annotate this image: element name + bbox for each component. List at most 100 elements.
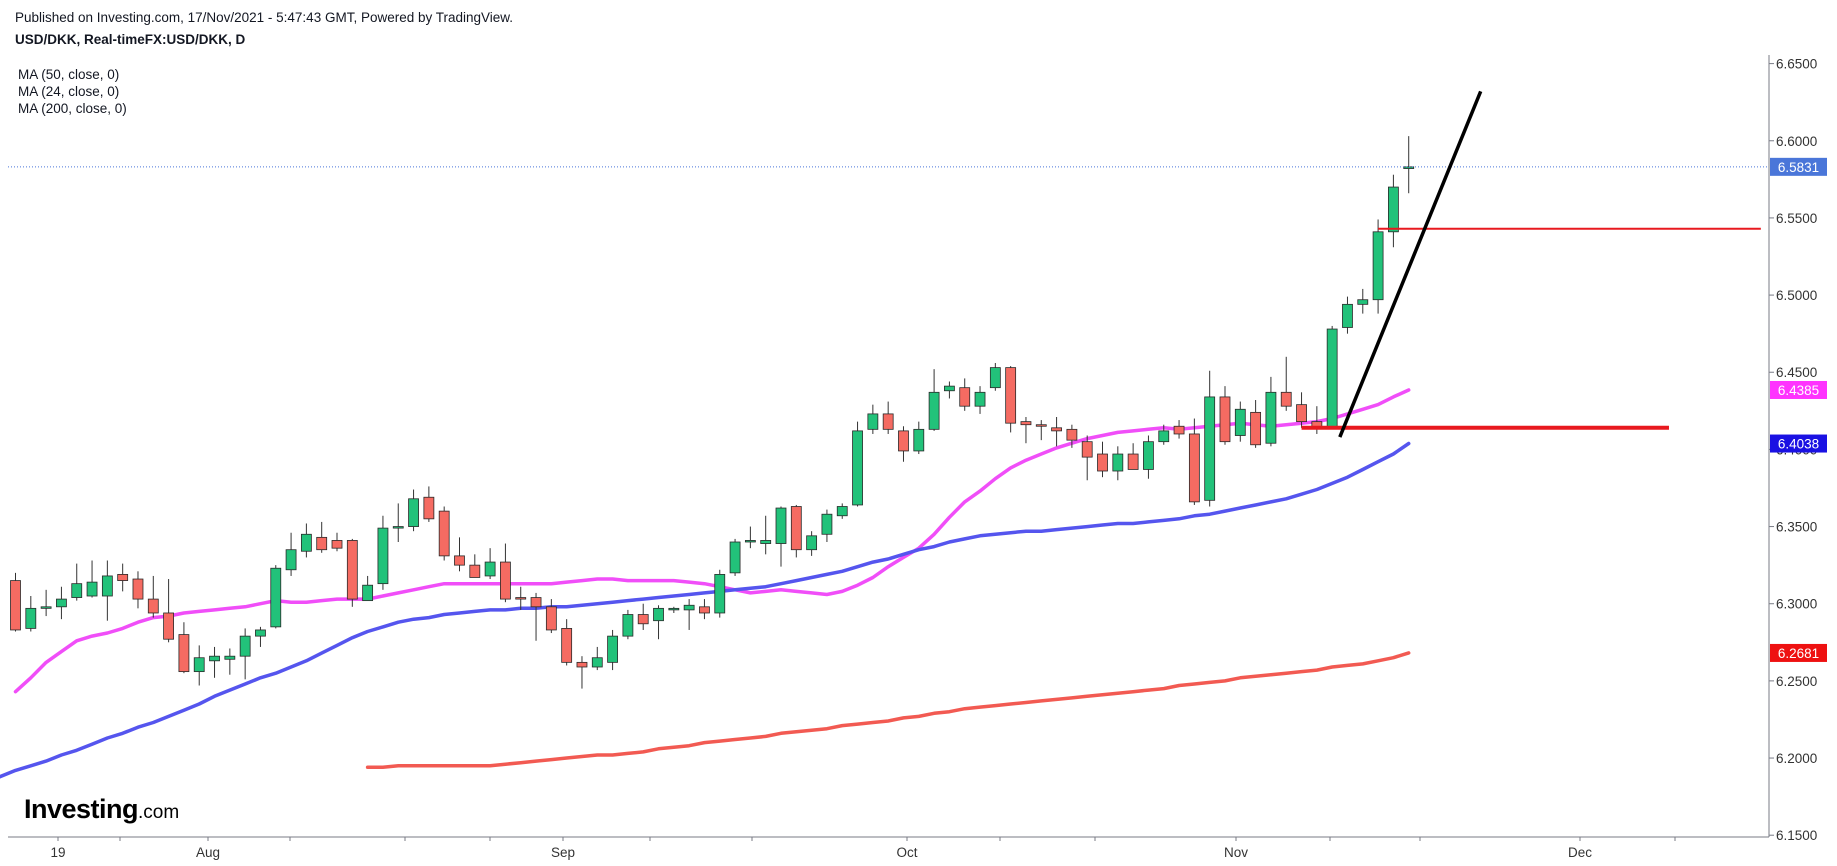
candle <box>193 645 205 686</box>
candle <box>1388 174 1399 248</box>
candle <box>668 606 680 613</box>
candle <box>255 626 266 647</box>
y-tick-label: 6.2000 <box>1776 751 1817 766</box>
candle-body <box>255 629 266 637</box>
candle-body <box>637 614 649 625</box>
candle-body <box>285 549 297 571</box>
x-tick-label: Nov <box>1224 845 1248 860</box>
candle-body <box>132 578 144 600</box>
candle <box>10 572 21 632</box>
candle-body <box>775 507 787 544</box>
legend-ma24[interactable]: MA (24, close, 0) <box>18 84 120 99</box>
trend-line <box>1338 90 1483 438</box>
candle-body <box>1097 453 1108 472</box>
candle <box>454 537 465 572</box>
candle-body <box>25 607 37 629</box>
candle <box>71 563 83 601</box>
candle <box>1005 366 1017 433</box>
candle-body <box>500 561 511 600</box>
candle-body <box>1005 367 1017 424</box>
candle <box>744 526 756 549</box>
candle <box>591 646 603 671</box>
investing-logo: Investing.com <box>24 794 179 825</box>
candle <box>561 619 573 666</box>
candle-body <box>1035 424 1047 427</box>
candle-body <box>423 496 435 520</box>
candle <box>1326 325 1338 430</box>
candle <box>300 523 312 558</box>
candle-body <box>1051 427 1062 432</box>
published-info: Published on Investing.com, 17/Nov/2021 … <box>15 10 514 25</box>
legend-ma50[interactable]: MA (50, close, 0) <box>18 67 120 82</box>
candle-body <box>331 540 343 549</box>
candle-body <box>974 391 986 407</box>
candle <box>178 622 190 674</box>
candle <box>1035 420 1047 441</box>
candle <box>913 421 925 455</box>
candle-body <box>806 535 818 551</box>
candle <box>1066 424 1078 448</box>
candle <box>729 538 741 576</box>
price-tag-box <box>1770 380 1827 399</box>
candle-body <box>959 387 971 407</box>
x-tick-label: Sep <box>551 845 575 860</box>
candle <box>1173 420 1185 439</box>
price-tag-label: 6.4385 <box>1778 383 1819 398</box>
price-tag-box <box>1770 434 1827 453</box>
candle <box>40 589 52 617</box>
candle-body <box>1173 425 1185 435</box>
candle <box>683 599 695 630</box>
symbol-title: USD/DKK, Real-timeFX:USD/DKK, D <box>15 32 246 47</box>
candle-body <box>714 573 726 614</box>
candle <box>515 586 527 610</box>
candle-body <box>530 597 542 608</box>
candle-body <box>346 540 358 600</box>
candle <box>1081 435 1093 481</box>
legend-ma200[interactable]: MA (200, close, 0) <box>18 101 127 116</box>
candle <box>1403 136 1415 194</box>
candle <box>224 648 236 675</box>
candle-body <box>408 498 419 527</box>
y-tick-label: 6.1500 <box>1776 828 1817 843</box>
candle <box>699 599 710 620</box>
candle-body <box>239 635 251 657</box>
price-tag-box <box>1770 157 1827 176</box>
candle <box>1188 418 1200 505</box>
candle <box>469 554 481 578</box>
candle-body <box>744 540 756 543</box>
y-tick-label: 6.5500 <box>1776 211 1817 226</box>
candle <box>1372 219 1384 314</box>
y-tick-label: 6.6000 <box>1776 134 1817 149</box>
candle-body <box>913 428 925 452</box>
candle-body <box>1127 453 1139 470</box>
candle <box>1143 435 1154 479</box>
candle-body <box>377 527 389 585</box>
candle-body <box>1280 391 1292 407</box>
candle <box>867 404 879 434</box>
ma200-line <box>365 651 1411 770</box>
candle-body <box>760 540 772 544</box>
y-tick-label: 6.6500 <box>1776 57 1817 72</box>
candle-body <box>86 581 98 597</box>
candle <box>790 504 802 558</box>
candle-body <box>56 598 67 608</box>
candle-body <box>1219 396 1231 443</box>
candle <box>1250 400 1262 448</box>
candle <box>285 532 297 576</box>
candle-body <box>117 573 129 581</box>
candle-body <box>193 657 205 673</box>
candle-body <box>729 541 741 574</box>
candle-body <box>1188 433 1200 503</box>
candle-body <box>178 634 190 673</box>
candle <box>408 489 419 532</box>
candle <box>959 378 971 411</box>
candle <box>1342 296 1353 334</box>
candle-body <box>71 583 83 598</box>
candle-body <box>790 506 802 551</box>
candle-body <box>224 655 236 660</box>
candle-body <box>576 661 588 668</box>
candle <box>1158 424 1170 445</box>
y-tick-label: 6.5000 <box>1776 288 1817 303</box>
candle-body <box>101 575 113 597</box>
